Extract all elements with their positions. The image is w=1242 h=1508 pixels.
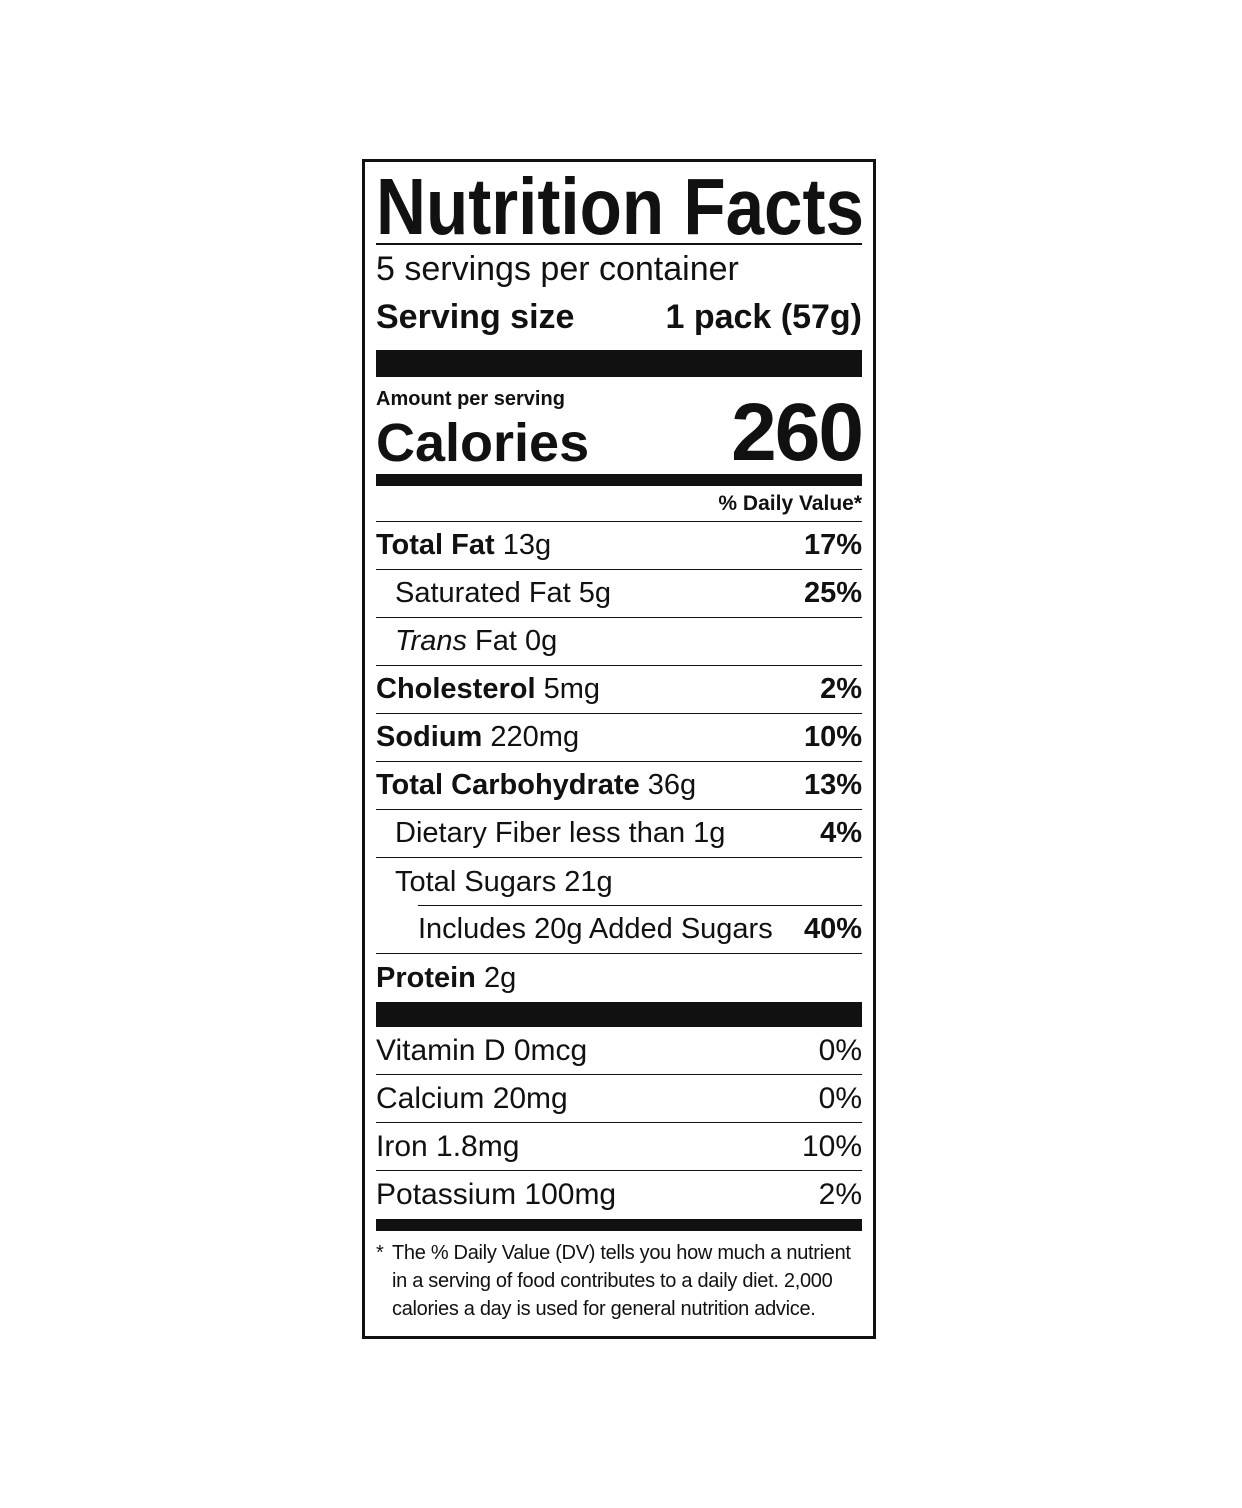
daily-value-header: % Daily Value* xyxy=(376,486,862,522)
nutrient-list: Total Fat 13g 17% Saturated Fat 5g 25% Trans… xyxy=(376,522,862,1002)
nutrient-name: Total Fat xyxy=(376,529,495,561)
calories: Calories 260 xyxy=(376,392,864,474)
calories-value: 260 xyxy=(731,387,864,478)
nutrient-label: Trans Fat 0g xyxy=(376,625,557,658)
nutrient-name: Cholesterol xyxy=(376,673,536,705)
thick-bar xyxy=(376,350,862,377)
nutrient-label-text: Dietary Fiber less than 1g xyxy=(395,817,726,849)
nutrient-name: Sodium xyxy=(376,721,483,753)
nutrient-label-text: Total Sugars 21g xyxy=(395,865,613,898)
nutrient-label: Includes 20g Added Sugars xyxy=(376,913,773,946)
nutrient-row: Total Sugars 21g xyxy=(376,858,862,906)
daily-value: 17% xyxy=(803,529,862,561)
nutrition-label: Nutrition Facts 5 servings per container… xyxy=(362,159,876,1339)
vitamin-row: Vitamin D 0mcg 0% xyxy=(376,1027,862,1075)
nutrient-label: Total Carbohydrate 36g xyxy=(376,769,696,802)
daily-value: 10% xyxy=(801,1129,862,1163)
nutrient-label: Total Fat 13g xyxy=(376,529,551,562)
daily-value: 25% xyxy=(803,577,862,609)
medium-bar xyxy=(376,474,862,486)
nutrient-row: Dietary Fiber less than 1g 4% xyxy=(376,810,862,858)
nutrient-label: Saturated Fat 5g xyxy=(376,577,611,610)
medium-bar xyxy=(376,1219,862,1231)
nutrient-amount: 220mg xyxy=(490,721,580,753)
daily-value: 2% xyxy=(820,673,862,705)
footnote-mark: * xyxy=(376,1242,384,1264)
nutrient-label: Total Sugars 21g xyxy=(376,866,613,899)
nutrient-row: Trans Fat 0g xyxy=(376,618,862,666)
vitamin-label: Iron 1.8mg xyxy=(376,1129,520,1163)
thick-bar xyxy=(376,1002,862,1027)
vitamin-row: Potassium 100mg 2% xyxy=(376,1171,862,1219)
nutrient-label: Sodium 220mg xyxy=(376,721,579,754)
nutrient-label: Cholesterol 5mg xyxy=(376,673,600,706)
servings: 5 servings per container xyxy=(376,250,739,288)
nutrient-label: Protein 2g xyxy=(376,962,516,995)
amount-per-serving: Amount per serving xyxy=(376,388,565,410)
title-text: Nutrition Facts xyxy=(376,162,864,251)
vitamin-list: Vitamin D 0mcg 0% Calcium 20mg 0% Iron 1.8mg… xyxy=(376,1027,862,1219)
nutrient-name: Total Carbohydrate xyxy=(376,769,640,801)
nutrient-label-text: Saturated Fat 5g xyxy=(395,577,612,609)
daily-value: 40% xyxy=(803,913,862,945)
nutrient-amount: 36g xyxy=(647,769,697,801)
daily-value: 0% xyxy=(818,1081,862,1115)
calories-label: Calories xyxy=(376,413,590,473)
title: Nutrition Facts xyxy=(376,162,864,251)
nutrient-row: Sodium 220mg 10% xyxy=(376,714,862,762)
nutrient-amount: 13g xyxy=(502,529,552,561)
vitamin-row: Iron 1.8mg 10% xyxy=(376,1123,862,1171)
daily-value: 2% xyxy=(818,1178,862,1211)
nutrient-label-text: Fat 0g xyxy=(475,625,558,657)
nutrient-row: Saturated Fat 5g 25% xyxy=(376,570,862,618)
vitamin-row: Calcium 20mg 0% xyxy=(376,1075,862,1123)
daily-value: 4% xyxy=(820,817,862,849)
vitamin-label: Potassium 100mg xyxy=(376,1178,617,1211)
nutrient-row: Cholesterol 5mg 2% xyxy=(376,666,862,714)
nutrient-label: Dietary Fiber less than 1g xyxy=(376,817,725,850)
nutrient-label-italic: Trans xyxy=(395,625,467,657)
serving-size-value: 1 pack (57g) xyxy=(665,298,862,336)
daily-value: 13% xyxy=(803,769,862,801)
nutrient-label-text: Includes 20g Added Sugars xyxy=(418,913,773,945)
nutrient-name: Protein xyxy=(376,961,476,994)
nutrient-amount: 2g xyxy=(483,961,517,994)
nutrient-row: Includes 20g Added Sugars 40% xyxy=(376,906,862,954)
vitamin-label: Calcium 20mg xyxy=(376,1081,568,1115)
serving-size: Serving size 1 pack (57g) xyxy=(376,293,862,341)
daily-value: 10% xyxy=(803,721,862,753)
nutrient-row: Total Carbohydrate 36g 13% xyxy=(376,762,862,810)
nutrient-row: Protein 2g xyxy=(376,954,862,1002)
footnote-text: The % Daily Value (DV) tells you how muc… xyxy=(392,1242,851,1320)
daily-value: 0% xyxy=(818,1033,862,1067)
footnote: * The % Daily Value (DV) tells you how m… xyxy=(376,1231,862,1323)
nutrient-row: Total Fat 13g 17% xyxy=(376,522,862,570)
nutrient-amount: 5mg xyxy=(543,673,601,705)
vitamin-label: Vitamin D 0mcg xyxy=(376,1033,588,1067)
serving-size-label: Serving size xyxy=(376,298,575,336)
divider xyxy=(418,904,862,906)
